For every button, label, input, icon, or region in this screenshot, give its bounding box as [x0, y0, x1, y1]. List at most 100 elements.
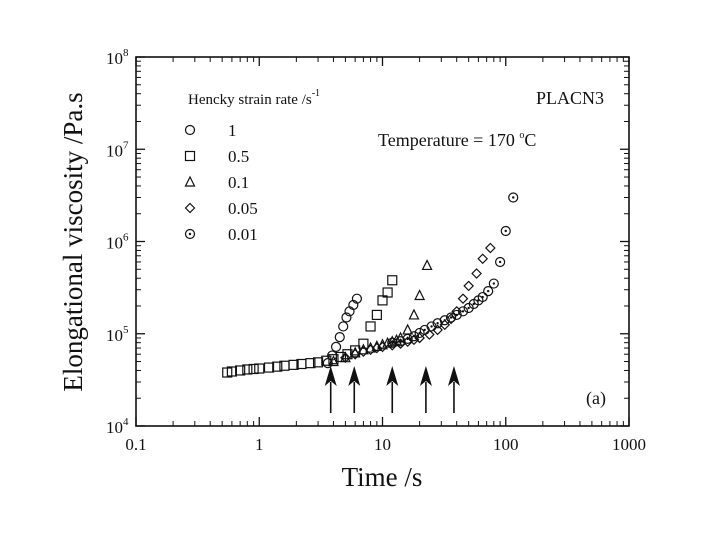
data-point-circle — [334, 331, 345, 343]
data-point-dotted-circle — [495, 256, 506, 268]
data-point-dotted-circle — [451, 309, 462, 321]
data-point-square — [305, 358, 316, 369]
onset-arrow — [447, 366, 460, 413]
triangle-marker — [408, 308, 420, 320]
y-tick-exp: 8 — [123, 47, 129, 59]
data-point-circle — [351, 293, 363, 304]
dotted-circle-center — [467, 306, 470, 310]
dotted-circle-center — [430, 325, 433, 328]
y-tick-label: 105 — [106, 324, 129, 345]
x-tick-label: 100 — [493, 435, 519, 454]
diamond-marker — [377, 341, 388, 353]
x-tick-label: 1 — [255, 435, 264, 454]
square-marker — [288, 359, 299, 370]
legend-marker-triangle — [184, 175, 196, 187]
y-tick-label: 104 — [106, 416, 129, 437]
dotted-circle-marker — [483, 285, 494, 297]
data-point-square — [371, 309, 382, 321]
onset-arrow — [419, 366, 432, 413]
y-tick-base: 10 — [106, 418, 123, 437]
data-point-square — [235, 365, 246, 376]
legend-label: 1 — [228, 121, 237, 140]
y-tick-base: 10 — [106, 234, 123, 253]
dotted-circle-center — [423, 328, 426, 332]
y-tick-base: 10 — [106, 141, 123, 160]
data-point-triangle — [386, 335, 398, 347]
temperature-degree: o — [519, 130, 524, 141]
diamond-marker — [365, 344, 376, 356]
y-tick-exp: 6 — [123, 232, 129, 244]
data-point-diamond — [349, 348, 361, 360]
legend-label: 0.05 — [228, 199, 258, 218]
onset-arrow — [348, 366, 361, 413]
triangle-marker — [421, 259, 433, 271]
diamond-marker — [477, 253, 489, 265]
square-marker — [254, 363, 265, 374]
data-point-square — [248, 363, 259, 375]
diamond-marker — [349, 348, 361, 360]
square-marker — [272, 361, 283, 372]
dotted-circle-marker — [451, 309, 462, 321]
dotted-circle-marker — [402, 333, 413, 344]
temperature-label: Temperature = 170 oC — [378, 130, 536, 150]
circle-marker — [348, 299, 359, 311]
dotted-circle-center — [412, 335, 416, 338]
dotted-circle-center — [406, 337, 409, 341]
dotted-circle-marker — [432, 318, 443, 329]
data-point-dotted-circle — [457, 306, 469, 317]
data-point-dotted-circle — [432, 318, 443, 329]
square-marker — [226, 366, 238, 377]
data-point-dotted-circle — [477, 291, 488, 303]
onset-arrow — [324, 366, 337, 413]
data-point-square — [272, 361, 283, 372]
data-point-diamond — [365, 344, 376, 356]
y-tick-label: 107 — [106, 139, 129, 160]
points-layer — [222, 192, 519, 378]
dotted-circle-marker — [408, 331, 420, 342]
data-point-dotted-circle — [426, 321, 437, 332]
data-point-square — [312, 357, 324, 368]
panel-label: (a) — [586, 388, 606, 409]
square-marker — [387, 275, 398, 286]
data-point-circle — [330, 341, 342, 353]
y-tick-exp: 7 — [123, 139, 129, 151]
legend-label: 0.01 — [228, 225, 258, 244]
legend-label: 0.1 — [228, 173, 249, 192]
diamond-marker — [432, 324, 443, 336]
data-point-dotted-circle — [508, 192, 519, 203]
data-point-circle — [341, 312, 352, 323]
data-point-dotted-circle — [402, 333, 413, 344]
data-point-square — [288, 359, 299, 370]
circle-marker — [351, 293, 363, 304]
dotted-circle-center — [443, 319, 446, 322]
diamond-marker — [424, 329, 435, 340]
dotted-circle-center — [188, 232, 192, 236]
data-point-circle — [338, 321, 349, 332]
legend-title: Hencky strain rate /s-1 — [188, 88, 320, 108]
data-point-dotted-circle — [500, 225, 511, 237]
data-point-diamond — [408, 334, 420, 346]
y-tick-exp: 5 — [123, 324, 129, 336]
y-axis-title: Elongational viscosity /Pa.s — [58, 92, 88, 391]
dotted-circle-center — [512, 196, 515, 199]
dotted-circle-marker — [495, 256, 506, 268]
diamond-marker — [408, 334, 420, 346]
data-point-triangle — [421, 259, 433, 271]
diamond-marker — [457, 293, 469, 305]
dotted-circle-center — [498, 260, 502, 264]
onset-arrow-head — [447, 366, 460, 386]
y-tick-label: 106 — [106, 232, 129, 253]
legend-marker-circle — [184, 124, 196, 136]
triangle-marker — [327, 355, 339, 367]
diamond-marker — [463, 280, 474, 292]
data-point-square — [365, 321, 376, 332]
square-marker — [328, 354, 339, 365]
x-tick-label: 1000 — [612, 435, 646, 454]
square-marker — [184, 150, 196, 162]
data-point-dotted-circle — [439, 315, 450, 326]
x-axis-title: Time /s — [342, 462, 423, 492]
square-marker — [305, 358, 316, 369]
dotted-circle-center — [418, 331, 421, 335]
